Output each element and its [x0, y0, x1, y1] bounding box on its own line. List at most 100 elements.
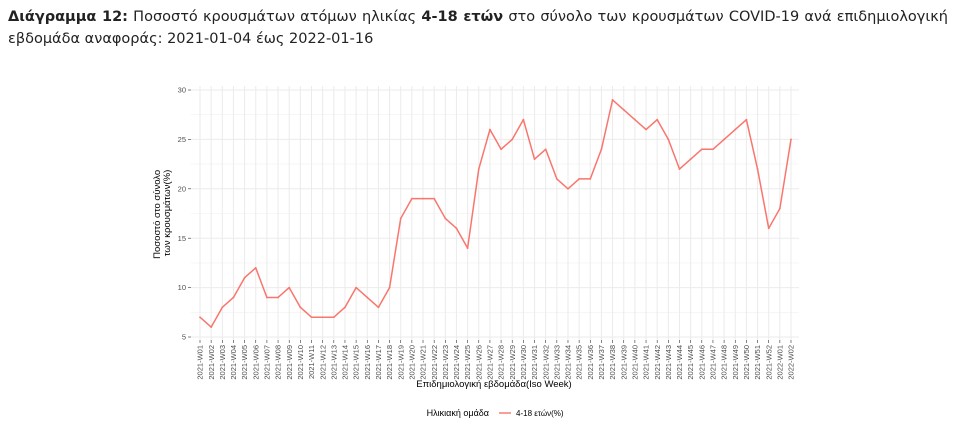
- caption-bold-group: 4-18 ετών: [421, 9, 504, 25]
- data-point: [377, 306, 380, 309]
- y-tick-label: 30: [178, 86, 186, 95]
- data-point: [778, 207, 781, 210]
- y-tick-label: 25: [178, 135, 186, 144]
- x-tick-label: 2021-W35: [575, 345, 584, 380]
- grid-major: [191, 86, 799, 340]
- data-point: [422, 197, 424, 200]
- x-tick-label: 2021-W05: [240, 345, 249, 380]
- legend-title: Ηλικιακή ομάδα: [427, 408, 489, 418]
- data-point: [210, 326, 213, 329]
- x-tick-label: 2021-W47: [709, 345, 718, 380]
- data-point: [221, 306, 224, 309]
- x-tick-label: 2021-W14: [341, 345, 350, 380]
- x-tick-label: 2021-W09: [285, 345, 294, 380]
- data-point: [500, 148, 502, 151]
- data-point: [734, 128, 737, 131]
- data-point: [667, 138, 670, 141]
- data-point: [533, 158, 536, 161]
- legend-item-label: 4-18 ετών(%): [516, 409, 564, 418]
- x-tick-label: 2021-W27: [486, 345, 495, 380]
- x-tick-label: 2021-W10: [296, 345, 305, 380]
- x-tick-label: 2021-W24: [452, 345, 461, 380]
- data-point: [689, 158, 692, 161]
- data-point: [622, 108, 625, 111]
- data-point: [567, 187, 569, 190]
- x-tick-label: 2021-W22: [430, 345, 439, 380]
- x-tick-label: 2021-W13: [329, 345, 338, 380]
- x-tick-label: 2021-W18: [385, 345, 394, 380]
- x-tick-label: 2021-W17: [374, 345, 383, 380]
- caption-label: Διάγραμμα 12:: [8, 9, 128, 25]
- x-tick-label: 2021-W44: [675, 345, 684, 380]
- data-point: [633, 118, 636, 121]
- data-point: [388, 286, 391, 289]
- x-tick-label: 2021-W23: [441, 345, 450, 380]
- legend: Ηλικιακή ομάδα 4-18 ετών(%): [427, 408, 564, 418]
- data-point: [243, 276, 246, 279]
- data-point: [277, 296, 279, 299]
- data-point: [600, 148, 603, 151]
- data-point: [355, 286, 358, 289]
- y-tick-label: 5: [182, 333, 186, 342]
- data-point: [455, 227, 458, 230]
- data-point: [344, 306, 346, 309]
- data-point: [578, 178, 581, 180]
- data-point: [790, 138, 792, 141]
- series-line: [199, 99, 792, 328]
- data-point: [511, 138, 514, 141]
- x-tick-label: 2021-W49: [731, 345, 740, 380]
- x-tick-label: 2021-W33: [552, 345, 561, 380]
- data-point: [767, 227, 770, 230]
- data-point: [444, 217, 447, 220]
- data-point: [678, 168, 681, 170]
- data-point: [522, 118, 525, 121]
- data-point: [299, 306, 302, 309]
- y-tick-label: 20: [178, 184, 186, 193]
- data-point: [477, 168, 480, 170]
- data-point: [712, 148, 714, 151]
- x-tick-label: 2021-W01: [196, 345, 205, 380]
- x-tick-label: 2021-W28: [497, 345, 506, 380]
- x-tick-label: 2021-W52: [764, 345, 773, 380]
- x-tick-label: 2021-W19: [396, 345, 405, 380]
- y-axis-title-line-1: Ποσοστό στο σύνολο: [152, 170, 163, 259]
- x-tick-label: 2021-W40: [630, 345, 639, 380]
- data-point: [700, 148, 703, 151]
- data-point: [232, 296, 235, 299]
- x-tick-label: 2021-W04: [229, 345, 238, 380]
- x-tick-label: 2021-W03: [218, 345, 227, 380]
- x-tick-label: 2021-W32: [541, 345, 550, 380]
- x-tick-label: 2021-W02: [207, 345, 216, 380]
- data-point: [611, 98, 614, 101]
- series-layer: [199, 98, 792, 329]
- data-point: [466, 247, 469, 249]
- data-point: [254, 266, 257, 269]
- data-point: [544, 148, 547, 151]
- data-point: [555, 178, 558, 180]
- x-tick-label: 2021-W20: [407, 345, 416, 380]
- x-tick-label: 2021-W48: [720, 345, 729, 380]
- data-point: [266, 296, 268, 299]
- y-tick-label: 10: [178, 283, 186, 292]
- data-point: [321, 316, 324, 319]
- y-tick-label: 15: [178, 234, 186, 243]
- figure-caption: Διάγραμμα 12: Ποσοστό κρουσμάτων ατόμων …: [8, 6, 948, 50]
- data-point: [199, 316, 201, 319]
- x-tick-label: 2021-W08: [274, 345, 283, 380]
- y-axis-title-line-2: των κρουσμάτων(%): [162, 170, 173, 256]
- data-point: [366, 296, 369, 299]
- y-axis-ticks: 5 10 15 20 25 30: [178, 86, 191, 342]
- x-tick-label: 2021-W50: [742, 345, 751, 380]
- data-point: [433, 197, 436, 200]
- x-tick-label: 2021-W16: [363, 345, 372, 380]
- x-axis-ticks: 2021-W01 2021-W02 2021-W03 2021-W04 2021-W05…: [196, 340, 796, 380]
- data-point: [410, 197, 413, 200]
- y-axis-title: Ποσοστό στο σύνολο των κρουσμάτων(%): [152, 167, 173, 259]
- x-tick-label: 2021-W43: [664, 345, 673, 380]
- x-tick-label: 2021-W11: [307, 345, 316, 379]
- data-point: [645, 128, 647, 131]
- data-point: [756, 168, 759, 170]
- data-point: [656, 118, 659, 121]
- x-tick-label: 2021-W12: [318, 345, 327, 380]
